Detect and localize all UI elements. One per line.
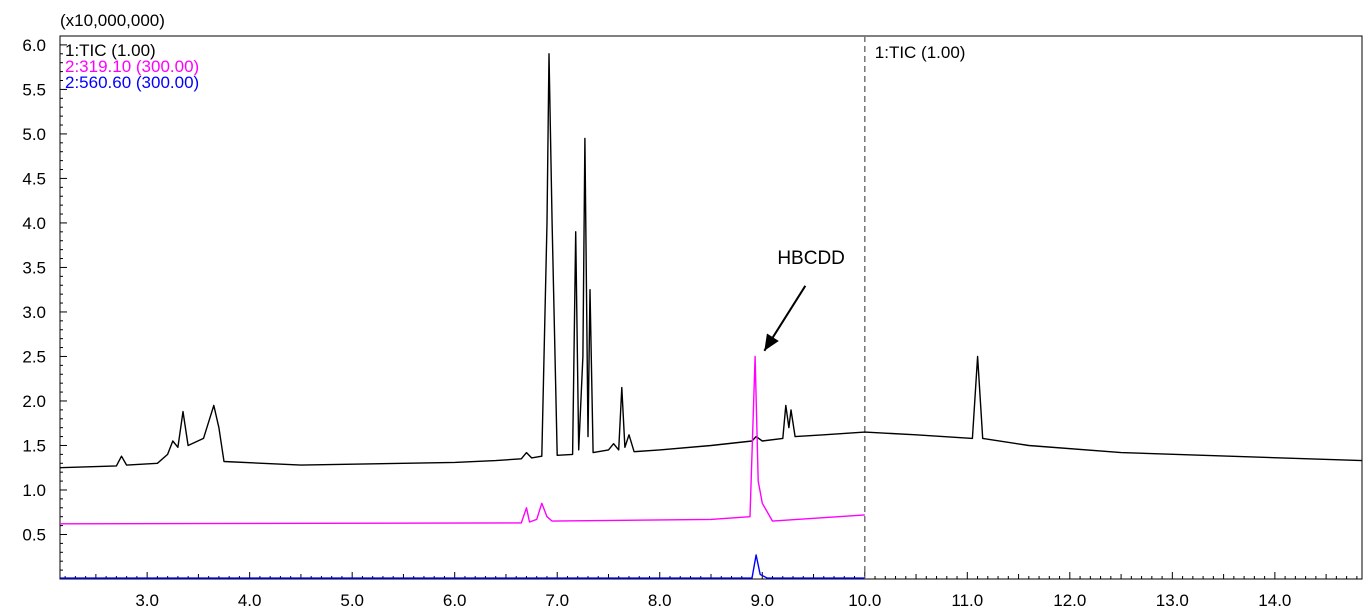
y-tick-label: 1.0: [22, 481, 46, 500]
plot-frame: [59, 35, 1363, 580]
x-tick-label: 10.0: [848, 591, 881, 610]
legend-entry-2: 2:319.10 (300.00): [65, 57, 199, 76]
x-tick-label: 7.0: [545, 591, 569, 610]
legend-entry-3: 2:560.60 (300.00): [65, 73, 199, 92]
y-multiplier-label: (x10,000,000): [60, 11, 165, 30]
divider: 1:TIC (1.00): [864, 36, 966, 579]
legend: 1:TIC (1.00)2:319.10 (300.00)2:560.60 (3…: [65, 41, 199, 92]
x-tick-label: 6.0: [443, 591, 467, 610]
series-line-2: [59, 355, 865, 525]
x-tick-label: 14.0: [1258, 591, 1291, 610]
annotation-label: HBCDD: [777, 248, 845, 269]
series-line-3: [60, 554, 865, 579]
x-tick-label: 8.0: [648, 591, 672, 610]
y-tick-label: 6.0: [22, 36, 46, 55]
x-tick-label: 11.0: [951, 591, 983, 610]
y-tick-label: 1.5: [22, 436, 46, 455]
y-tick-label: 4.5: [22, 169, 46, 188]
y-tick-label: 3.5: [22, 258, 46, 277]
axes: 3.0 4.0 5.0 6.0 7.0 8.0 9.0 10.0 11.0 12.0 13.0 14.…: [22, 35, 1363, 610]
y-tick-label: 5.0: [22, 125, 46, 144]
series-group: [59, 53, 1363, 579]
x-tick-label: 4.0: [238, 591, 262, 610]
x-tick-label: 3.0: [135, 591, 159, 610]
annotation-arrowhead: [764, 333, 779, 351]
x-tick-label: 9.0: [750, 591, 774, 610]
y-tick-label: 3.0: [22, 303, 46, 322]
y-tick-label: 0.5: [22, 525, 46, 544]
y-tick-label: 2.0: [22, 392, 46, 411]
x-tick-label: 5.0: [340, 591, 364, 610]
legend-entry-1: 1:TIC (1.00): [65, 41, 156, 60]
y-tick-label: 2.5: [22, 347, 46, 366]
y-tick-label: 5.5: [22, 80, 46, 99]
series-line-1: [59, 53, 1363, 469]
x-tick-label: 13.0: [1156, 591, 1189, 610]
y-tick-label: 4.0: [22, 214, 46, 233]
annotations: HBCDD: [763, 248, 845, 352]
divider-label: 1:TIC (1.00): [875, 43, 966, 62]
x-tick-label: 12.0: [1053, 591, 1086, 610]
